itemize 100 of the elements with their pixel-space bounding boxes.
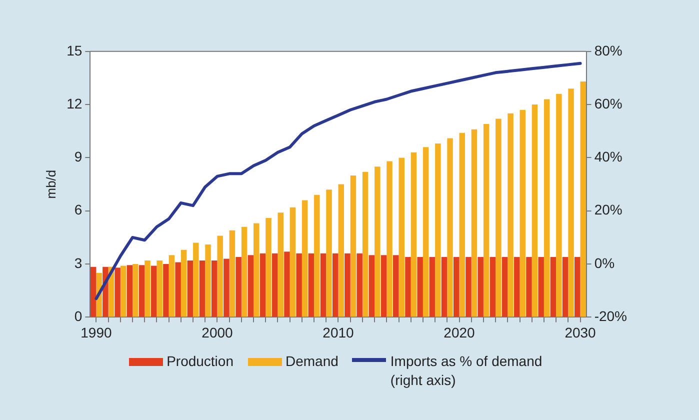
bar (156, 260, 162, 317)
bar (441, 256, 448, 317)
bar (229, 230, 236, 317)
bar (374, 166, 380, 317)
bar (362, 172, 368, 317)
bar (496, 118, 502, 317)
bar (144, 260, 150, 317)
bar (278, 212, 284, 317)
bar (478, 256, 484, 317)
legend-label: Demand (286, 352, 338, 371)
bar (508, 113, 514, 317)
x-tick-label: 2030 (564, 324, 596, 340)
bar (429, 256, 436, 317)
bar (356, 253, 362, 317)
bar (380, 255, 387, 317)
bar (393, 255, 399, 317)
bar (175, 262, 181, 317)
bar (502, 256, 508, 317)
bar (284, 252, 290, 317)
bar (514, 256, 520, 317)
bar (398, 158, 404, 317)
bar (459, 132, 466, 317)
bar (302, 200, 308, 317)
bar (556, 94, 562, 317)
bar (326, 190, 332, 317)
x-tick-label: 2010 (322, 324, 354, 340)
bar (490, 256, 496, 317)
bar (296, 253, 302, 317)
bar (260, 253, 266, 317)
bar (538, 256, 544, 317)
y2-tick-label: 0% (594, 254, 615, 271)
bar (550, 256, 556, 317)
bar (187, 260, 194, 317)
bar (422, 147, 429, 317)
bar (405, 256, 411, 317)
bar (114, 268, 120, 317)
legend-label: Imports as % of demand (right axis) (390, 352, 544, 390)
y2-tick-label: -20% (594, 308, 628, 324)
bar (132, 264, 138, 317)
bar (211, 260, 218, 317)
bar (193, 242, 199, 317)
bar (344, 253, 350, 317)
x-tick-label: 2000 (202, 324, 234, 340)
bar (120, 266, 126, 317)
bar (544, 99, 550, 317)
bar (454, 256, 460, 317)
bar (526, 256, 532, 317)
bar (150, 266, 157, 317)
x-tick-label: 2020 (444, 324, 476, 340)
bar (466, 256, 472, 317)
bar (205, 244, 211, 317)
bar (568, 88, 574, 317)
y-tick-label: 6 (74, 202, 82, 218)
bar (241, 226, 248, 317)
bar (266, 218, 272, 317)
y-tick-label: 0 (74, 308, 82, 324)
bar (308, 253, 314, 317)
y-tick-label: 15 (66, 42, 82, 58)
bar (248, 255, 254, 317)
bar (236, 256, 242, 317)
bar (580, 82, 586, 317)
bar (126, 265, 133, 317)
x-tick-label: 1990 (80, 324, 112, 340)
bar (272, 253, 278, 317)
bar (338, 184, 344, 317)
bar (574, 256, 580, 317)
bar (180, 250, 187, 317)
bar (368, 255, 375, 317)
bar (90, 266, 96, 317)
legend-label: Production (166, 352, 234, 371)
y2-tick-label: 80% (594, 42, 622, 58)
y2-tick-label: 40% (594, 148, 622, 165)
bar (483, 124, 490, 317)
bar (435, 144, 441, 317)
bar (471, 129, 478, 317)
bar (290, 207, 296, 317)
bar (138, 265, 145, 317)
bar (410, 152, 417, 317)
bar (320, 253, 326, 317)
bar (447, 138, 453, 317)
bar (532, 104, 538, 317)
bar (199, 260, 206, 317)
bar (332, 253, 338, 317)
y-tick-label: 12 (66, 95, 82, 112)
bar (314, 194, 320, 317)
y-tick-label: 9 (74, 148, 82, 165)
y-tick-label: 3 (74, 254, 82, 271)
bar (562, 256, 568, 317)
bar (224, 258, 230, 317)
bar (520, 110, 526, 317)
bar (417, 256, 423, 317)
bar (350, 175, 356, 317)
y2-tick-label: 20% (594, 202, 622, 218)
y-axis-title: mb/d (43, 170, 58, 199)
y2-tick-label: 60% (594, 95, 622, 112)
bar (168, 255, 175, 317)
bar (163, 264, 169, 317)
bar (254, 223, 260, 317)
bar (217, 236, 223, 317)
bar (386, 161, 392, 317)
